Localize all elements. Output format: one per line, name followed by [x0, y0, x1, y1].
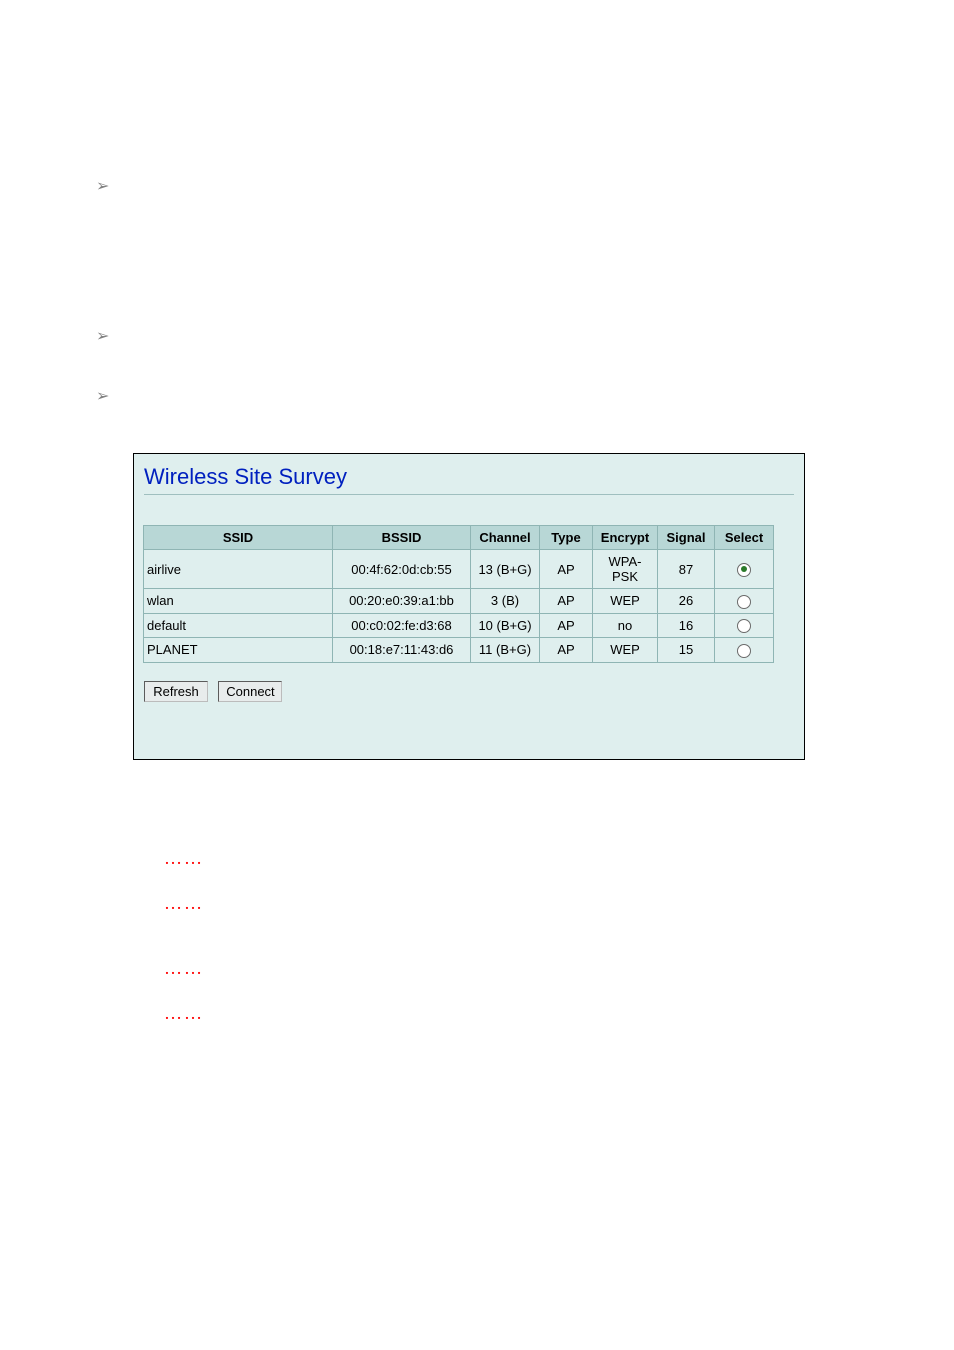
cell-signal: 26 [658, 589, 715, 614]
chevron-icon: ➢ [96, 326, 109, 346]
cell-channel: 10 (B+G) [471, 613, 540, 638]
cell-type: AP [540, 638, 593, 663]
cell-select [715, 550, 774, 589]
col-encrypt: Encrypt [593, 526, 658, 550]
cell-encrypt: WPA-PSK [593, 550, 658, 589]
ellipsis-marker: …… [164, 893, 204, 914]
select-radio[interactable] [737, 563, 751, 577]
panel-title: Wireless Site Survey [144, 464, 804, 490]
cell-bssid: 00:20:e0:39:a1:bb [333, 589, 471, 614]
cell-channel: 13 (B+G) [471, 550, 540, 589]
table-row: PLANET 00:18:e7:11:43:d6 11 (B+G) AP WEP… [144, 638, 774, 663]
cell-select [715, 589, 774, 614]
cell-encrypt: WEP [593, 638, 658, 663]
table-row: wlan 00:20:e0:39:a1:bb 3 (B) AP WEP 26 [144, 589, 774, 614]
chevron-icon: ➢ [96, 386, 109, 406]
select-radio[interactable] [737, 619, 751, 633]
col-select: Select [715, 526, 774, 550]
table-row: airlive 00:4f:62:0d:cb:55 13 (B+G) AP WP… [144, 550, 774, 589]
survey-table: SSID BSSID Channel Type Encrypt Signal S… [143, 525, 774, 663]
col-channel: Channel [471, 526, 540, 550]
cell-channel: 11 (B+G) [471, 638, 540, 663]
cell-encrypt: WEP [593, 589, 658, 614]
cell-signal: 87 [658, 550, 715, 589]
cell-type: AP [540, 589, 593, 614]
cell-ssid: PLANET [144, 638, 333, 663]
cell-ssid: default [144, 613, 333, 638]
cell-bssid: 00:c0:02:fe:d3:68 [333, 613, 471, 638]
table-header-row: SSID BSSID Channel Type Encrypt Signal S… [144, 526, 774, 550]
table-row: default 00:c0:02:fe:d3:68 10 (B+G) AP no… [144, 613, 774, 638]
col-type: Type [540, 526, 593, 550]
cell-bssid: 00:18:e7:11:43:d6 [333, 638, 471, 663]
cell-select [715, 613, 774, 638]
wireless-site-survey-panel: Wireless Site Survey SSID BSSID Channel … [133, 453, 805, 760]
ellipsis-marker: …… [164, 958, 204, 979]
cell-ssid: airlive [144, 550, 333, 589]
col-ssid: SSID [144, 526, 333, 550]
col-bssid: BSSID [333, 526, 471, 550]
col-signal: Signal [658, 526, 715, 550]
cell-select [715, 638, 774, 663]
panel-divider [144, 494, 794, 495]
cell-signal: 15 [658, 638, 715, 663]
chevron-icon: ➢ [96, 176, 109, 196]
page-root: ➢ ➢ ➢ Wireless Site Survey SSID BSSID Ch… [0, 0, 954, 1350]
ellipsis-marker: …… [164, 1003, 204, 1024]
cell-channel: 3 (B) [471, 589, 540, 614]
button-row: Refresh Connect [144, 681, 804, 702]
connect-button[interactable]: Connect [218, 681, 282, 702]
cell-type: AP [540, 613, 593, 638]
cell-encrypt: no [593, 613, 658, 638]
cell-signal: 16 [658, 613, 715, 638]
select-radio[interactable] [737, 644, 751, 658]
cell-type: AP [540, 550, 593, 589]
refresh-button[interactable]: Refresh [144, 681, 208, 702]
ellipsis-marker: …… [164, 848, 204, 869]
select-radio[interactable] [737, 595, 751, 609]
cell-bssid: 00:4f:62:0d:cb:55 [333, 550, 471, 589]
cell-ssid: wlan [144, 589, 333, 614]
